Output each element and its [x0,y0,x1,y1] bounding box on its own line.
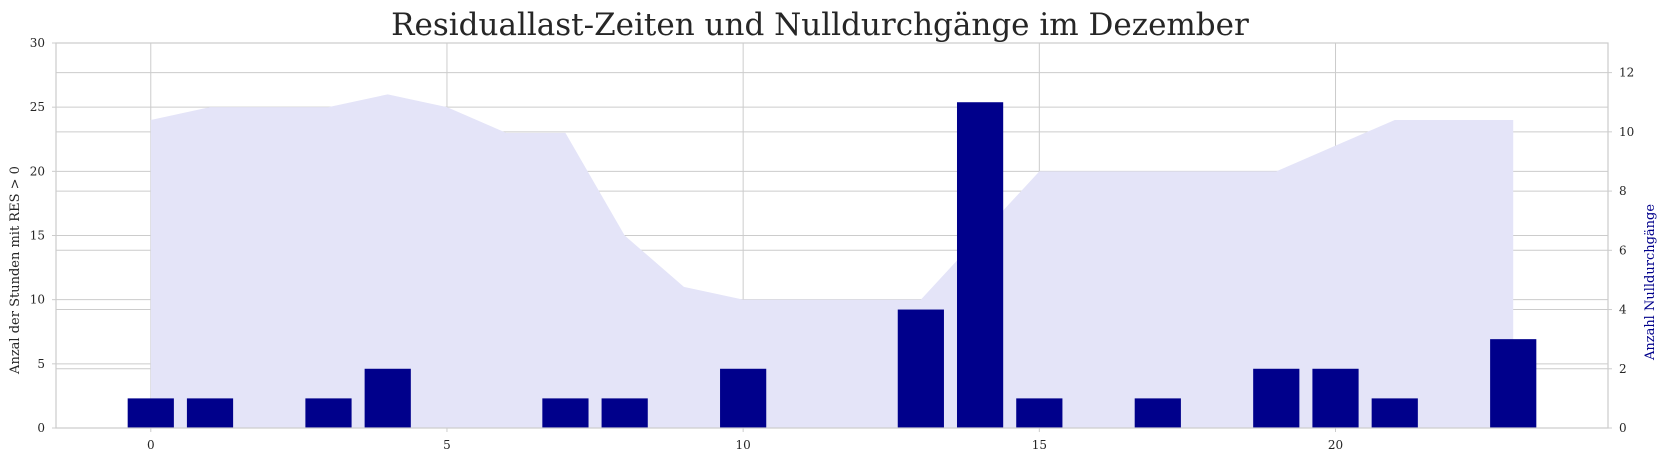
x-tick-label: 0 [147,438,155,452]
y-tick-label-left: 30 [30,36,45,50]
bar-zero-crossings [186,398,234,428]
bar-zero-crossings [1253,368,1300,428]
x-tick-label: 10 [736,438,751,452]
bar-zero-crossings [127,398,174,428]
tick-labels: 0 5 10 15 20 0 5 10 15 20 25 30 0 2 4 6 8 10 12 [30,36,1635,452]
bar-zero-crossings [542,398,589,428]
bar-zero-crossings [601,398,648,428]
bar-series [127,102,1537,428]
bar-zero-crossings [1490,339,1537,428]
y-tick-label-left: 15 [30,229,45,243]
y-tick-label-right: 6 [1619,243,1627,257]
y-tick-label-right: 0 [1619,421,1627,435]
y-tick-label-left: 10 [30,293,45,307]
plot-frame [52,42,1612,432]
y-tick-label-right: 4 [1619,303,1627,317]
area-residual-hours [150,94,1514,428]
y-tick-label-right: 2 [1619,362,1627,376]
bar-zero-crossings [956,102,1004,428]
x-tick-label: 20 [1328,438,1343,452]
y-tick-label-right: 8 [1619,184,1627,198]
chart-title: Residuallast-Zeiten und Nulldurchgänge i… [391,7,1249,43]
y-tick-label-left: 5 [37,357,45,371]
y-tick-label-left: 20 [30,164,45,178]
bar-zero-crossings [720,368,767,428]
y-axis-label-right: Anzahl Nulldurchgänge [1643,204,1658,361]
bar-zero-crossings [1016,398,1063,428]
x-tick-label: 15 [1032,438,1047,452]
y-tick-label-left: 25 [30,100,45,114]
y-tick-label-left: 0 [37,421,45,435]
bar-zero-crossings [364,368,411,428]
bar-zero-crossings [1312,368,1359,428]
bar-zero-crossings [1134,398,1181,428]
bar-zero-crossings [305,398,352,428]
y-tick-label-right: 12 [1619,66,1634,80]
bar-zero-crossings [897,309,944,428]
bar-zero-crossings [1371,398,1418,428]
y-tick-label-right: 10 [1619,125,1634,139]
y-axis-label-left: Anzal der Stunden mit RES > 0 [8,166,23,375]
x-tick-label: 5 [443,438,451,452]
area-series [150,94,1514,428]
